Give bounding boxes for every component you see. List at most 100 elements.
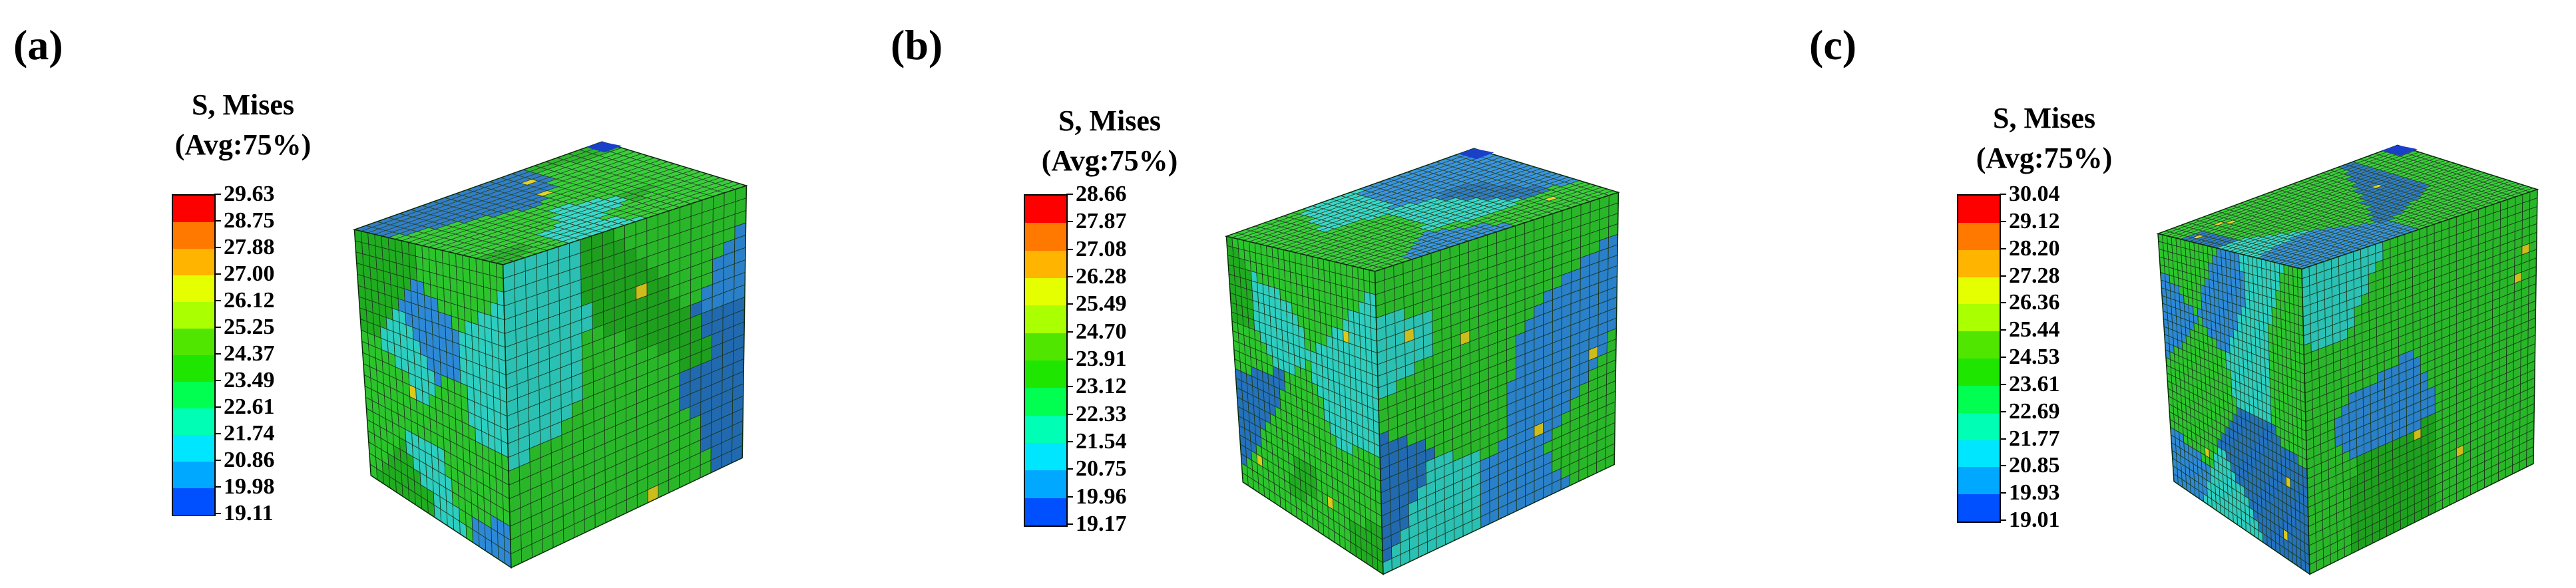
legend-tick-label: 25.49 — [1076, 291, 1127, 317]
legend-tick-label: 26.36 — [2009, 290, 2060, 315]
panel-a: (a) S, Mises (Avg:75%) 29.63 28.75 27.88 27… — [0, 0, 859, 588]
legend-tick-label: 27.28 — [2009, 263, 2060, 288]
legend-tick-label: 21.54 — [1076, 429, 1127, 454]
legend-swatch — [1025, 443, 1066, 471]
legend-tick-label: 23.91 — [1076, 347, 1127, 371]
legend-swatch — [1958, 467, 2000, 495]
legend-tick-label: 27.00 — [224, 261, 275, 286]
legend-tick-mark — [2000, 465, 2006, 467]
legend-tick-mark — [214, 300, 221, 301]
legend-tick-mark — [2000, 383, 2006, 385]
legend-swatch — [1958, 385, 2000, 414]
legend-tick-mark — [2000, 302, 2006, 304]
legend-tick-label: 19.17 — [1076, 512, 1127, 536]
legend-title-line2: (Avg:75%) — [1041, 144, 1178, 177]
legend-swatch — [1025, 305, 1066, 334]
legend-swatch — [1025, 333, 1066, 361]
legend-swatch — [173, 462, 214, 489]
face-outline — [502, 185, 748, 569]
legend-title-line2: (Avg:75%) — [174, 128, 312, 161]
legend-title-line1: S, Mises — [192, 88, 294, 121]
cube-left-face — [1225, 235, 1384, 575]
fem-stress-cube — [1224, 148, 1620, 575]
legend-tick-mark — [1066, 248, 1073, 250]
legend-tick-label: 19.11 — [224, 501, 274, 525]
legend-tick-label: 22.61 — [224, 394, 275, 419]
legend-tick-label: 29.12 — [2009, 208, 2060, 233]
legend-tick-label: 24.37 — [224, 341, 275, 366]
cube-right-face — [502, 185, 748, 569]
legend-swatch — [173, 329, 214, 356]
legend-swatch — [173, 488, 214, 515]
legend-tick-mark — [214, 460, 221, 461]
legend-tick-mark — [2000, 220, 2006, 222]
legend-tick-mark — [1066, 468, 1073, 470]
panel-label: (b) — [891, 21, 943, 69]
legend-tick-label: 20.75 — [1076, 456, 1127, 482]
legend-swatch — [1958, 331, 2000, 359]
legend-swatch — [1958, 222, 2000, 251]
legend-tick-mark — [214, 433, 221, 434]
face-outline — [1225, 235, 1384, 575]
legend-tick-mark — [214, 406, 221, 408]
legend-swatch — [173, 302, 214, 329]
legend-tick-label: 26.28 — [1076, 264, 1127, 289]
face-outline — [353, 229, 512, 569]
legend-tick-label: 26.12 — [224, 288, 275, 313]
legend-swatch — [173, 196, 214, 223]
fem-stress-cube — [352, 141, 748, 569]
legend-tick-mark — [2000, 329, 2006, 331]
legend-tick-mark — [1066, 386, 1073, 388]
legend-tick-label: 27.87 — [1076, 209, 1127, 234]
legend-tick-mark — [2000, 357, 2006, 358]
legend-tick-label: 20.86 — [224, 448, 275, 472]
cube-left-face — [2157, 233, 2310, 575]
fem-stress-cube — [2156, 144, 2539, 575]
legend-tick-label: 24.53 — [2009, 345, 2060, 369]
legend-swatch — [1958, 196, 2000, 223]
legend-tick-mark — [214, 273, 221, 275]
legend-swatch — [1958, 440, 2000, 468]
legend-tick-mark — [1066, 359, 1073, 360]
legend-tick-mark — [214, 513, 221, 514]
panel-b: (b) S, Mises (Avg:75%) 28.66 27.87 27.08 26… — [859, 0, 1791, 588]
legend-tick-label: 25.25 — [224, 315, 275, 339]
legend-tick-label: 25.44 — [2009, 317, 2060, 343]
legend-tick-mark — [2000, 438, 2006, 440]
legend-tick-label: 19.96 — [1076, 484, 1127, 509]
legend-swatch — [1025, 196, 1066, 223]
legend-swatch — [1958, 359, 2000, 386]
legend-tick-mark — [1066, 303, 1073, 305]
legend-tick-label: 22.33 — [1076, 401, 1127, 426]
legend-colorbar — [1024, 194, 1068, 527]
legend-tick-mark — [2000, 410, 2006, 412]
panel-label: (c) — [1809, 21, 1857, 69]
legend-tick-mark — [1066, 496, 1073, 498]
legend-swatch — [1025, 470, 1066, 499]
legend-colorbar — [172, 194, 216, 516]
panel-c: (c) S, Mises (Avg:75%) 30.04 29.12 28.20 27… — [1791, 0, 2576, 588]
legend-swatch — [1958, 249, 2000, 277]
legend-tick-label: 21.77 — [2009, 426, 2060, 451]
legend-tick-mark — [2000, 275, 2006, 277]
cube-top-face — [1224, 148, 1620, 272]
legend-tick-mark — [214, 194, 221, 195]
legend-swatch — [1025, 361, 1066, 388]
legend-tick-mark — [214, 247, 221, 248]
legend-swatch — [173, 382, 214, 409]
legend-tick-label: 22.69 — [2009, 398, 2060, 424]
legend-swatch — [1025, 250, 1066, 279]
legend-tick-label: 27.88 — [224, 235, 275, 259]
legend-tick-mark — [2000, 519, 2006, 521]
legend-tick-mark — [1066, 194, 1073, 195]
legend-tick-label: 19.01 — [2009, 508, 2060, 532]
legend-swatch — [1958, 494, 2000, 522]
legend-title-line2: (Avg:75%) — [1976, 142, 2113, 174]
legend-tick-mark — [1066, 413, 1073, 415]
legend-tick-mark — [1066, 331, 1073, 333]
legend-swatch — [173, 222, 214, 249]
cube-top-face — [352, 141, 748, 265]
legend-swatch — [173, 249, 214, 276]
legend-swatch — [1958, 412, 2000, 440]
legend-tick-label: 23.12 — [1076, 374, 1127, 399]
